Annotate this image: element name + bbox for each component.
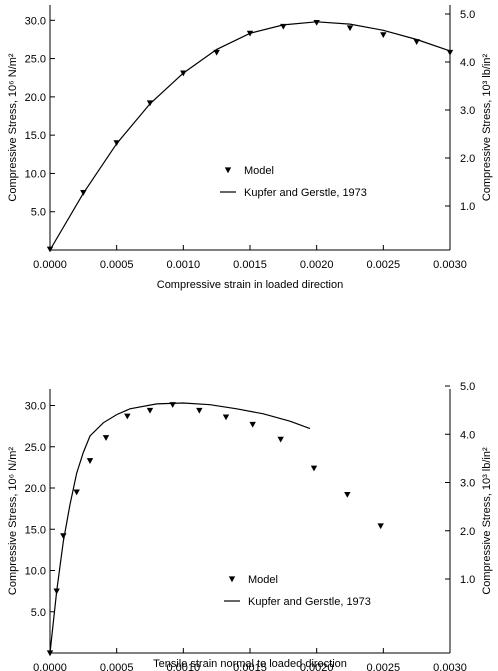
chart2-data-marker — [222, 414, 230, 421]
chart2-data-marker — [249, 421, 256, 428]
chart2-y-left-tick-label: 25.0 — [25, 442, 46, 454]
chart1-y-left-label: Compressive Stress, 10⁶ N/m² — [7, 53, 19, 202]
chart2-y-left-tick-label: 30.0 — [25, 401, 46, 413]
chart2-x-tick-label: 0.0025 — [367, 662, 401, 671]
chart2-legend-label: Kupfer and Gerstle, 1973 — [248, 596, 371, 608]
chart2-series-line — [49, 402, 311, 654]
chart2-data-marker — [310, 465, 318, 472]
chart1-y-right-tick-label: 4.0 — [460, 57, 475, 69]
chart1-data-marker — [446, 49, 454, 56]
chart1-x-tick-label: 0.0030 — [433, 259, 467, 271]
chart2-data-marker — [146, 407, 154, 414]
chart1-y-right-tick-label: 5.0 — [460, 9, 475, 21]
chart2-legend-label: Model — [248, 574, 278, 586]
chart2-y-right-tick-label: 4.0 — [460, 429, 475, 441]
chart1-y-right-tick-label: 3.0 — [460, 105, 475, 117]
chart1-x-tick-label: 0.0005 — [100, 259, 134, 271]
chart2-x-tick-label: 0.0005 — [100, 662, 134, 671]
chart2-y-right-tick-label: 3.0 — [460, 478, 475, 490]
chart1-legend-label: Kupfer and Gerstle, 1973 — [244, 187, 367, 199]
chart1-legend: Model Kupfer and Gerstle, 1973 — [220, 165, 367, 199]
chart2-x-tick-label: 0.0010 — [167, 662, 201, 671]
chart1-y-right-tick-label: 1.0 — [460, 201, 475, 213]
chart1-x-tick-label: 0.0000 — [33, 259, 67, 271]
chart1-data-marker — [213, 49, 220, 56]
chart2-data-marker — [124, 413, 131, 420]
chart1-x-tick-label: 0.0020 — [300, 259, 334, 271]
chart2-data-marker — [196, 407, 203, 414]
chart2-data-marker — [86, 458, 94, 464]
chart1-group: 0.0000 0.0005 0.0010 0.0015 0.0020 0.0025 0.00… — [7, 5, 493, 291]
chart1-y-right-label: Compressive Stress, 10³ lb/in² — [481, 54, 493, 202]
chart2-y-right-tick-label: 2.0 — [460, 526, 475, 538]
chart1-x-axis-label: Compressive strain in loaded direction — [157, 279, 343, 291]
chart1-data-marker — [380, 32, 387, 39]
chart1-y-left-tick-label: 25.0 — [25, 54, 46, 66]
chart1-y-right-tick-label: 2.0 — [460, 153, 475, 165]
chart1-x-tick-label: 0.0015 — [233, 259, 267, 271]
chart2-data-marker — [102, 435, 110, 441]
chart1-x-tick-label: 0.0025 — [367, 259, 401, 271]
chart1-y-left-tick-label: 5.0 — [31, 207, 46, 219]
chart1-data-marker — [346, 25, 354, 32]
chart2-data-marker — [46, 650, 54, 657]
chart1-y-left-tick-label: 30.0 — [25, 15, 46, 27]
chart2-x-tick-label: 0.0020 — [300, 662, 334, 671]
chart2-y-left-label: Compressive Stress, 10⁶ N/m² — [7, 447, 19, 596]
chart1-series-line — [49, 21, 451, 251]
chart2-y-right-tick-label: 1.0 — [460, 574, 475, 586]
chart2-y-left-tick-label: 15.0 — [25, 524, 46, 536]
chart2-y-left-tick-label: 10.0 — [25, 566, 46, 578]
chart2-y-right-label: Compressive Stress, 10³ lb/in² — [481, 447, 493, 595]
chart1-y-left-tick-label: 10.0 — [25, 168, 46, 180]
chart2-x-tick-label: 0.0000 — [33, 662, 67, 671]
chart1-y-left-tick-label: 15.0 — [25, 130, 46, 142]
chart2-data-marker — [277, 436, 284, 443]
chart1-data-marker — [313, 20, 320, 26]
chart2-x-axis-label: Tensile strain normal to loaded directio… — [153, 658, 347, 670]
chart1-x-tick-label: 0.0010 — [167, 259, 201, 271]
chart1-y-left-tick-label: 20.0 — [25, 92, 46, 104]
chart2-data-marker — [344, 492, 351, 498]
chart2-x-tick-label: 0.0015 — [233, 662, 267, 671]
chart2-y-left-tick-label: 5.0 — [31, 607, 46, 619]
chart2-data-marker — [377, 523, 384, 530]
chart2-data-marker — [73, 489, 80, 496]
chart2-y-right-tick-label: 5.0 — [460, 381, 475, 393]
chart2-y-left-tick-label: 20.0 — [25, 483, 46, 495]
chart2-x-tick-label: 0.0030 — [433, 662, 467, 671]
chart2-group: 0.0000 0.0005 0.0010 0.0015 0.0020 0.0025 0.00… — [7, 381, 493, 671]
chart1-legend-label: Model — [244, 165, 274, 177]
chart2-legend-marker-swatch — [228, 576, 236, 583]
chart2-legend: Model Kupfer and Gerstle, 1973 — [224, 574, 371, 608]
chart1-legend-marker-swatch — [224, 167, 232, 174]
